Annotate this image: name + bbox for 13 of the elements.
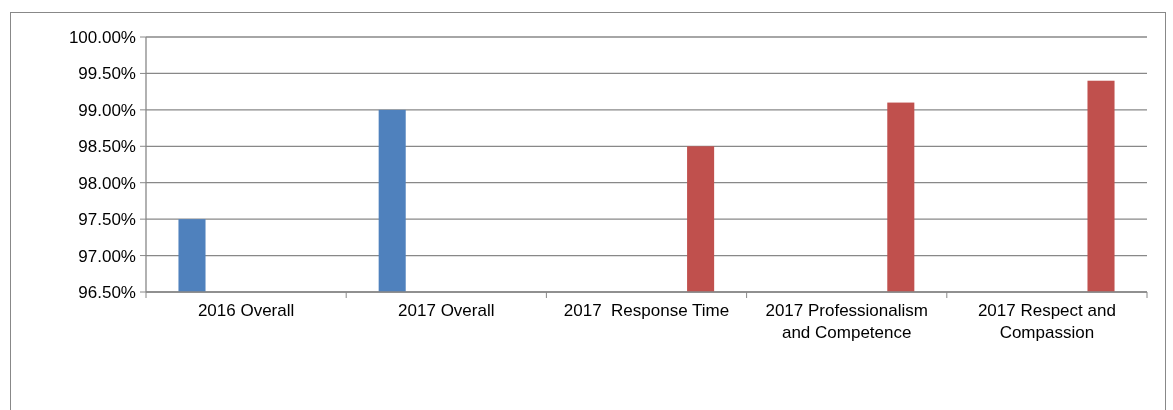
- y-tick-label: 99.50%: [78, 64, 136, 84]
- y-tick-label: 98.00%: [78, 173, 136, 193]
- x-tick-label: 2017 Response Time: [563, 301, 730, 320]
- x-tick-label: 2017 Professionalism and Competence: [765, 301, 928, 342]
- y-tick-label: 100.00%: [68, 27, 136, 47]
- y-tick-label: 97.00%: [78, 246, 136, 266]
- y-tick-label: 98.50%: [78, 137, 136, 157]
- y-tick-label: 97.50%: [78, 210, 136, 230]
- y-tick-label: 96.50%: [78, 282, 136, 302]
- y-tick-label: 99.00%: [78, 100, 136, 120]
- x-tick-label: 2017 Overall: [398, 301, 495, 320]
- x-tick-label: 2016 Overall: [197, 301, 295, 320]
- x-tick-label: 2017 Respect and Compassion: [977, 301, 1116, 342]
